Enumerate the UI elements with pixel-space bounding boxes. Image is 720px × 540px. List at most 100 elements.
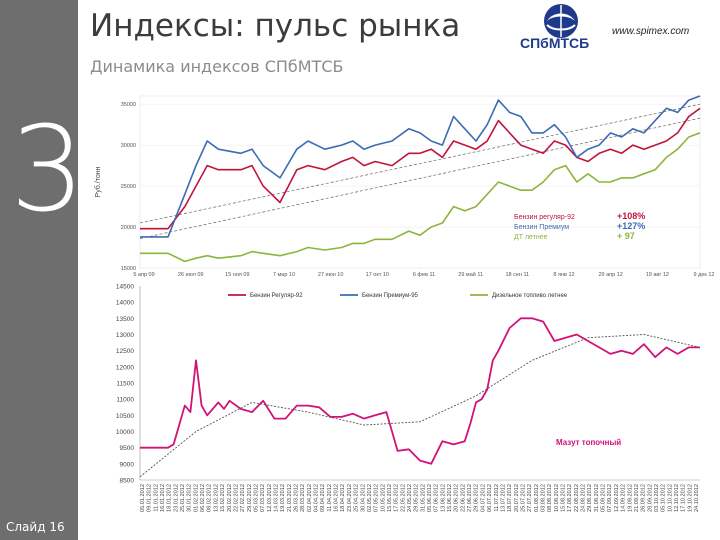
chart2-x-tick-label: 07.06.2012 (434, 484, 440, 512)
chart1-x-tick-label: 18 сен 11 (505, 272, 529, 278)
chart2-x-tick-label: 22.05.2012 (400, 484, 406, 512)
chart2-series-trend (139, 334, 701, 478)
chart1-series-diesel-summer (140, 132, 701, 263)
chart2-y-tick-label: 13000 (116, 332, 134, 339)
chart1-y-tick-label: 20000 (121, 225, 136, 231)
chart2-x-tick-label: 22.06.2012 (460, 484, 466, 512)
logo-text: СПбМТСБ (520, 35, 590, 51)
chart2-x-tick-label: 26.09.2012 (641, 484, 647, 512)
chart2-x-tick-label: 09.04.2012 (320, 484, 326, 512)
site-url[interactable]: www.spimex.com (612, 26, 690, 37)
chart2-x-tick-label: 26.03.2012 (294, 484, 300, 512)
chart2-x-tick-label: 28.09.2012 (647, 484, 653, 512)
chart2-x-tick-label: 04.07.2012 (480, 484, 486, 512)
chart2-x-tick-label: 19.09.2012 (627, 484, 633, 512)
chart2-x-tick-label: 20.06.2012 (454, 484, 460, 512)
chart2-x-tick-label: 03.08.2012 (541, 484, 547, 512)
chart2-x-tick-label: 29.08.2012 (587, 484, 593, 512)
chart1-y-tick-label: 35000 (121, 102, 136, 108)
chart2-x-tick-label: 19.03.2012 (280, 484, 286, 512)
chart1-annotation-value: +108% (617, 211, 645, 221)
chart1-x-tick-label: 27 июн 10 (318, 272, 344, 278)
chart2-x-tick-label: 28.03.2012 (300, 484, 306, 512)
chart2-y-tick-label: 14500 (116, 284, 134, 291)
chart1-x-tick-label: 15 ноя 09 (225, 272, 249, 278)
chart2-x-tick-label: 18.04.2012 (340, 484, 346, 512)
chart2-x-tick-label: 25.01.2012 (180, 484, 186, 512)
chart2-x-tick-label: 14.03.2012 (274, 484, 280, 512)
chart1-x-tick-label: 17 окт 10 (366, 272, 389, 278)
chart2-x-tick-label: 02.05.2012 (367, 484, 373, 512)
chart1-legend-label: Бензин Регуляр-92 (250, 293, 303, 299)
chart2-x-tick-label: 08.08.2012 (547, 484, 553, 512)
chart2-x-tick-label: 12.09.2012 (614, 484, 620, 512)
chart1-annotation-label: ДТ летнее (514, 234, 548, 241)
chart2-y-tick-label: 12000 (116, 364, 134, 371)
chart2-x-tick-label: 20.07.2012 (514, 484, 520, 512)
chart2-x-tick-label: 04.04.2012 (314, 484, 320, 512)
chart2-y-tick-label: 14000 (116, 300, 134, 307)
chart1-x-tick-label: 26 июл 09 (178, 272, 204, 278)
chart1-legend-label: Бензин Премиум-95 (362, 293, 419, 299)
chart2-y-tick-label: 13500 (116, 316, 134, 323)
chart2-x-tick-label: 11.01.2012 (153, 484, 159, 512)
chart2-x-tick-label: 07.09.2012 (607, 484, 613, 512)
chart2-x-tick-label: 13.02.2012 (213, 484, 219, 512)
chart2-x-tick-label: 09.01.2012 (147, 484, 153, 512)
chart2-annotation-label: Мазут топочный (556, 438, 621, 447)
slide-label: Слайд 16 (6, 520, 65, 534)
chart2-x-tick-label: 15.05.2012 (387, 484, 393, 512)
chart2-y-tick-label: 10500 (116, 413, 134, 420)
chart2-x-tick-label: 21.09.2012 (634, 484, 640, 512)
chart2-series-mazut (140, 317, 700, 465)
spimex-logo-icon (544, 4, 578, 38)
chart2-x-tick-label: 12.03.2012 (267, 484, 273, 512)
chart1-trend-line (139, 117, 701, 239)
chart2-x-tick-label: 01.08.2012 (534, 484, 540, 512)
chart2-x-tick-label: 10.10.2012 (667, 484, 673, 512)
chart2-x-tick-label: 29.05.2012 (414, 484, 420, 512)
chart2-x-tick-label: 07.03.2012 (260, 484, 266, 512)
chart1-annotation-value: + 97 (617, 231, 635, 241)
section-number: 3 (10, 100, 86, 238)
chart2-x-tick-label: 02.04.2012 (307, 484, 313, 512)
chart1-y-axis-label: Руб./тонн (94, 166, 102, 197)
slide-title: Индексы: пульс рынка (90, 8, 461, 44)
chart2-x-tick-label: 05.01.2012 (140, 484, 146, 512)
chart2-x-tick-label: 16.04.2012 (334, 484, 340, 512)
chart1-x-tick-label: 5 апр 09 (133, 272, 154, 278)
chart2-x-tick-label: 14.09.2012 (621, 484, 627, 512)
chart1-x-tick-label: 29 апр 12 (598, 272, 622, 278)
chart1-annotation-label: Бензин Премиум (514, 224, 569, 231)
chart2-x-tick-label: 17.05.2012 (394, 484, 400, 512)
chart2-x-tick-label: 31.08.2012 (594, 484, 600, 512)
sidebar: 3 Слайд 16 (0, 0, 85, 540)
chart2-x-tick-label: 21.03.2012 (287, 484, 293, 512)
chart2-x-tick-label: 06.07.2012 (487, 484, 493, 512)
chart2-x-tick-label: 13.07.2012 (500, 484, 506, 512)
chart2-y-tick-label: 9000 (120, 461, 135, 468)
chart2-x-tick-label: 18.07.2012 (507, 484, 513, 512)
chart2-x-tick-label: 15.02.2012 (220, 484, 226, 512)
chart2-x-tick-label: 05.10.2012 (661, 484, 667, 512)
chart2-x-tick-label: 24.10.2012 (694, 484, 700, 512)
chart1-x-tick-label: 8 янв 12 (553, 272, 574, 278)
slide-subtitle: Динамика индексов СПбМТСБ (90, 57, 344, 76)
chart2-x-tick-label: 29.02.2012 (247, 484, 253, 512)
chart2-x-tick-label: 15.06.2012 (447, 484, 453, 512)
chart1-x-tick-label: 6 фев 11 (413, 272, 435, 278)
chart2-x-tick-label: 05.03.2012 (254, 484, 260, 512)
chart2-x-tick-label: 03.10.2012 (654, 484, 660, 512)
chart2-x-tick-label: 05.09.2012 (601, 484, 607, 512)
chart2-y-tick-label: 11500 (116, 381, 134, 388)
chart2-y-tick-label: 9500 (120, 445, 135, 452)
chart2-y-tick-label: 12500 (116, 348, 134, 355)
chart2-x-tick-label: 08.02.2012 (207, 484, 213, 512)
chart1-x-tick-label: 9 дек 12 (694, 272, 715, 278)
chart2-x-tick-label: 06.02.2012 (200, 484, 206, 512)
chart2-x-tick-label: 07.05.2012 (374, 484, 380, 512)
chart2-x-tick-label: 11.04.2012 (327, 484, 333, 512)
chart2-x-tick-label: 01.02.2012 (193, 484, 199, 512)
chart2-x-tick-label: 15.08.2012 (561, 484, 567, 512)
chart2-x-tick-label: 12.10.2012 (674, 484, 680, 512)
